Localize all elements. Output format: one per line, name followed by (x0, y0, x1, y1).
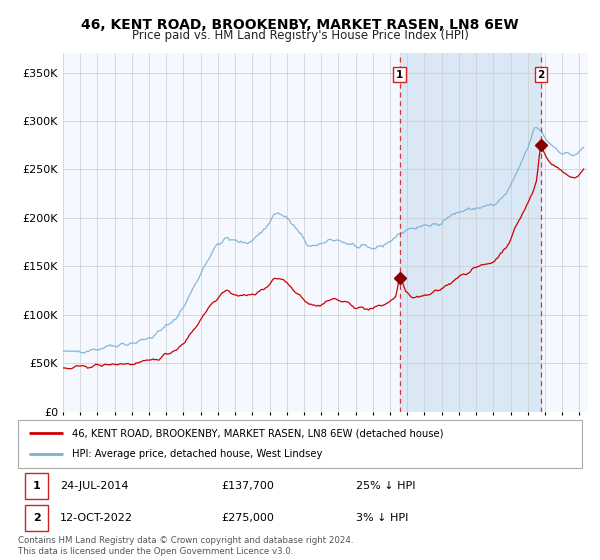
Text: 2: 2 (33, 514, 40, 524)
Text: 24-JUL-2014: 24-JUL-2014 (60, 481, 129, 491)
Text: 25% ↓ HPI: 25% ↓ HPI (356, 481, 416, 491)
Text: Price paid vs. HM Land Registry's House Price Index (HPI): Price paid vs. HM Land Registry's House … (131, 29, 469, 42)
Text: 1: 1 (396, 69, 403, 80)
Text: £137,700: £137,700 (221, 481, 274, 491)
Text: 46, KENT ROAD, BROOKENBY, MARKET RASEN, LN8 6EW: 46, KENT ROAD, BROOKENBY, MARKET RASEN, … (81, 18, 519, 32)
Text: £275,000: £275,000 (221, 514, 274, 524)
Bar (400, 53, 541, 412)
Text: 1: 1 (33, 481, 40, 491)
Text: 46, KENT ROAD, BROOKENBY, MARKET RASEN, LN8 6EW (detached house): 46, KENT ROAD, BROOKENBY, MARKET RASEN, … (71, 428, 443, 438)
Text: Contains HM Land Registry data © Crown copyright and database right 2024.
This d: Contains HM Land Registry data © Crown c… (18, 536, 353, 556)
Text: HPI: Average price, detached house, West Lindsey: HPI: Average price, detached house, West… (71, 449, 322, 459)
Text: 3% ↓ HPI: 3% ↓ HPI (356, 514, 409, 524)
Text: 2: 2 (538, 69, 545, 80)
Bar (25, 505, 49, 531)
Bar (25, 473, 49, 500)
Text: 12-OCT-2022: 12-OCT-2022 (60, 514, 133, 524)
